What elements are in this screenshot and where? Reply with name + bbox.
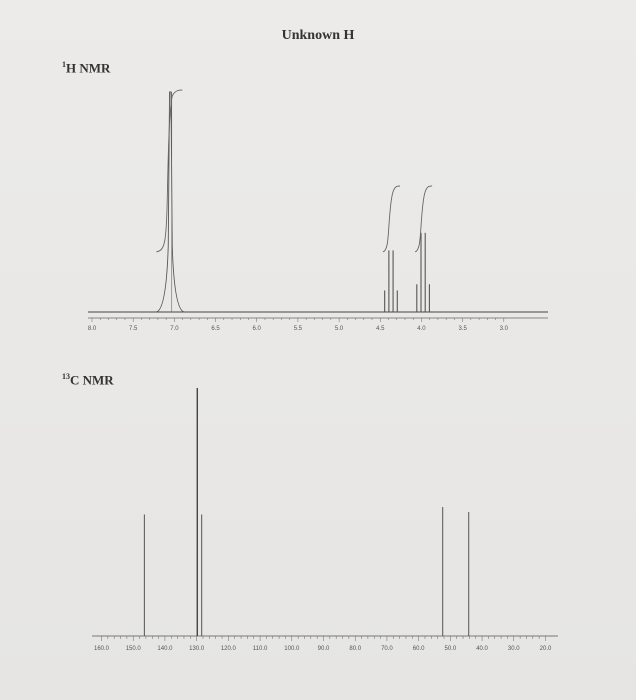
h-nmr-label: 1H NMR bbox=[62, 60, 110, 76]
h-tick-label: 6.0 bbox=[253, 326, 262, 332]
h-tick-label: 7.5 bbox=[129, 326, 138, 332]
h-tick-label: 3.5 bbox=[458, 326, 467, 332]
c-tick-label: 40.0 bbox=[476, 646, 488, 652]
c-nmr-superscript: 13 bbox=[62, 372, 70, 381]
c-nmr-label-text: C NMR bbox=[70, 372, 114, 388]
h-nmr-label-text: H NMR bbox=[66, 60, 111, 76]
c-tick-label: 90.0 bbox=[318, 646, 330, 652]
c-tick-label: 60.0 bbox=[413, 646, 425, 652]
h-tick-label: 6.5 bbox=[211, 326, 220, 332]
h-peak bbox=[384, 250, 398, 312]
c-tick-label: 110.0 bbox=[253, 646, 268, 652]
h-tick-label: 4.0 bbox=[417, 326, 426, 332]
c-tick-label: 160.0 bbox=[94, 646, 110, 652]
h-nmr-superscript: 1 bbox=[62, 60, 66, 69]
c-tick-label: 70.0 bbox=[381, 646, 393, 652]
c-tick-label: 50.0 bbox=[445, 646, 457, 652]
c-tick-label: 130.0 bbox=[189, 646, 205, 652]
c-tick-label: 150.0 bbox=[126, 646, 142, 652]
h-tick-label: 5.5 bbox=[294, 326, 303, 332]
h-integral-curve bbox=[156, 89, 183, 253]
h-peak bbox=[156, 91, 185, 313]
c-nmr-label: 13C NMR bbox=[62, 372, 114, 388]
h-integral-curve bbox=[414, 185, 433, 253]
h-tick-label: 4.5 bbox=[376, 326, 385, 332]
c-tick-label: 100.0 bbox=[284, 646, 300, 652]
h-tick-label: 8.0 bbox=[88, 326, 97, 332]
c-tick-label: 140.0 bbox=[157, 646, 173, 652]
h-tick-label: 3.0 bbox=[500, 326, 509, 332]
c-tick-label: 20.0 bbox=[540, 646, 552, 652]
c-tick-label: 80.0 bbox=[349, 646, 361, 652]
h-tick-label: 7.0 bbox=[170, 326, 179, 332]
h-integral-curve bbox=[382, 185, 400, 253]
h-tick-label: 5.0 bbox=[335, 326, 344, 332]
c-tick-label: 30.0 bbox=[508, 646, 520, 652]
page-title: Unknown H bbox=[281, 28, 355, 43]
h-peak bbox=[416, 232, 430, 312]
c-tick-label: 120.0 bbox=[221, 646, 237, 652]
